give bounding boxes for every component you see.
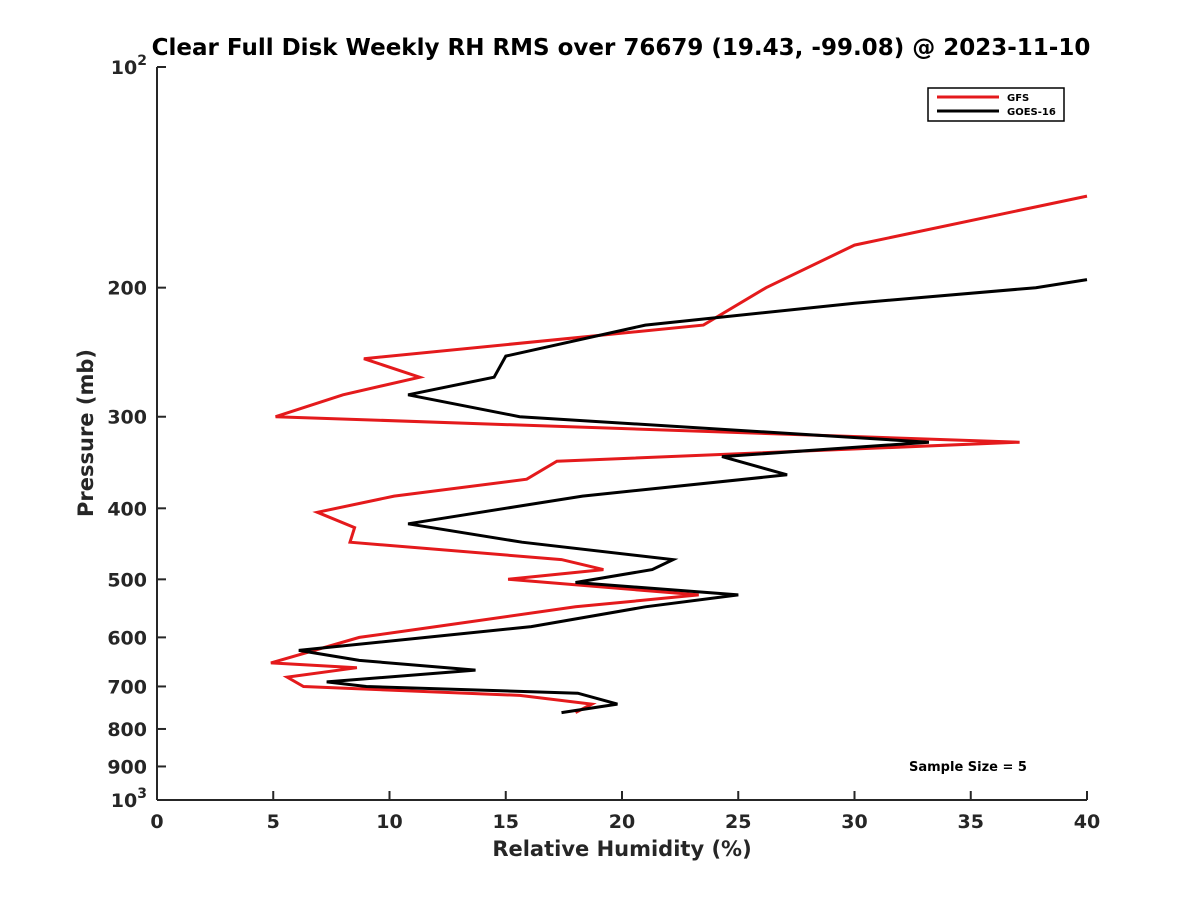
y-tick-exponent: 2 bbox=[137, 53, 147, 69]
sample-size-annotation: Sample Size = 5 bbox=[909, 760, 1027, 775]
series-line-goes-16 bbox=[298, 278, 1088, 715]
x-tick-label: 20 bbox=[609, 811, 635, 833]
x-tick-label: 35 bbox=[958, 811, 984, 833]
series-line-gfs bbox=[270, 194, 1088, 714]
y-tick-label: 900 bbox=[107, 756, 147, 778]
legend: GFS GOES-16 bbox=[927, 87, 1065, 122]
y-tick-label: 300 bbox=[107, 407, 147, 429]
x-axis-label: Relative Humidity (%) bbox=[492, 837, 751, 861]
chart-title: Clear Full Disk Weekly RH RMS over 76679… bbox=[152, 35, 1091, 61]
y-tick-label: 800 bbox=[107, 719, 147, 741]
y-tick-label: 200 bbox=[107, 278, 147, 300]
x-axis-ticks: 0 5 10 15 20 25 30 35 40 bbox=[150, 791, 1100, 833]
legend-label-goes-16: GOES-16 bbox=[1007, 107, 1056, 118]
x-tick-label: 5 bbox=[267, 811, 280, 833]
legend-label-gfs: GFS bbox=[1007, 93, 1029, 104]
x-tick-label: 15 bbox=[493, 811, 519, 833]
series-layer bbox=[270, 194, 1088, 715]
y-tick-label: 400 bbox=[107, 498, 147, 520]
y-tick-label: 500 bbox=[107, 569, 147, 591]
y-tick-label: 600 bbox=[107, 627, 147, 649]
y-tick-label: 700 bbox=[107, 676, 147, 698]
x-tick-label: 25 bbox=[725, 811, 751, 833]
y-tick-exponent: 3 bbox=[137, 786, 147, 802]
x-tick-label: 40 bbox=[1074, 811, 1100, 833]
legend-box bbox=[927, 87, 1065, 122]
y-axis-label: Pressure (mb) bbox=[74, 349, 98, 517]
plot-area: 0 5 10 15 20 25 30 35 40 10220030040050060070080… bbox=[107, 53, 1100, 833]
x-tick-label: 30 bbox=[841, 811, 867, 833]
x-tick-label: 10 bbox=[376, 811, 402, 833]
x-tick-label: 0 bbox=[150, 811, 163, 833]
